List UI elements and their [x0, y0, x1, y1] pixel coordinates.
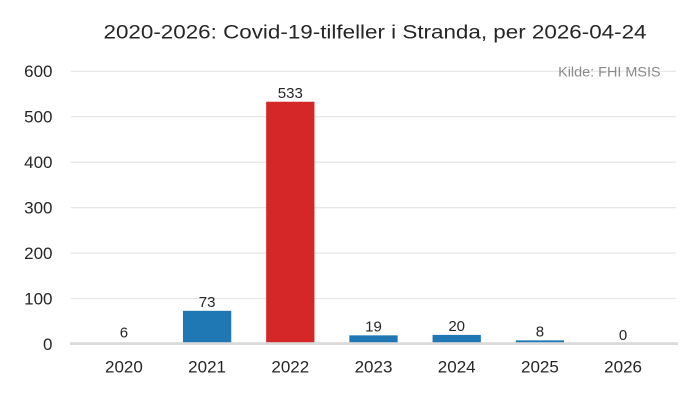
svg-text:19: 19: [365, 318, 382, 335]
svg-text:200: 200: [24, 244, 52, 263]
svg-text:600: 600: [24, 62, 52, 81]
svg-text:20: 20: [448, 318, 465, 335]
svg-text:6: 6: [120, 324, 128, 341]
svg-text:2020: 2020: [105, 358, 143, 377]
svg-text:100: 100: [24, 289, 52, 308]
svg-text:2020-2026: Covid-19-tilfeller: 2020-2026: Covid-19-tilfeller i Stranda,…: [104, 23, 648, 44]
svg-text:Kilde: FHI MSIS: Kilde: FHI MSIS: [558, 64, 661, 80]
svg-text:2021: 2021: [188, 358, 226, 377]
svg-text:2025: 2025: [521, 358, 559, 377]
svg-text:300: 300: [24, 198, 52, 217]
svg-text:2022: 2022: [271, 358, 309, 377]
svg-text:2024: 2024: [438, 358, 476, 377]
svg-text:8: 8: [536, 323, 544, 340]
svg-text:2023: 2023: [355, 358, 393, 377]
svg-text:73: 73: [199, 294, 216, 311]
svg-text:400: 400: [24, 153, 52, 172]
svg-text:0: 0: [619, 327, 627, 344]
svg-text:500: 500: [24, 108, 52, 127]
svg-text:0: 0: [43, 335, 52, 354]
svg-text:533: 533: [278, 85, 303, 102]
svg-text:2026: 2026: [604, 358, 642, 377]
